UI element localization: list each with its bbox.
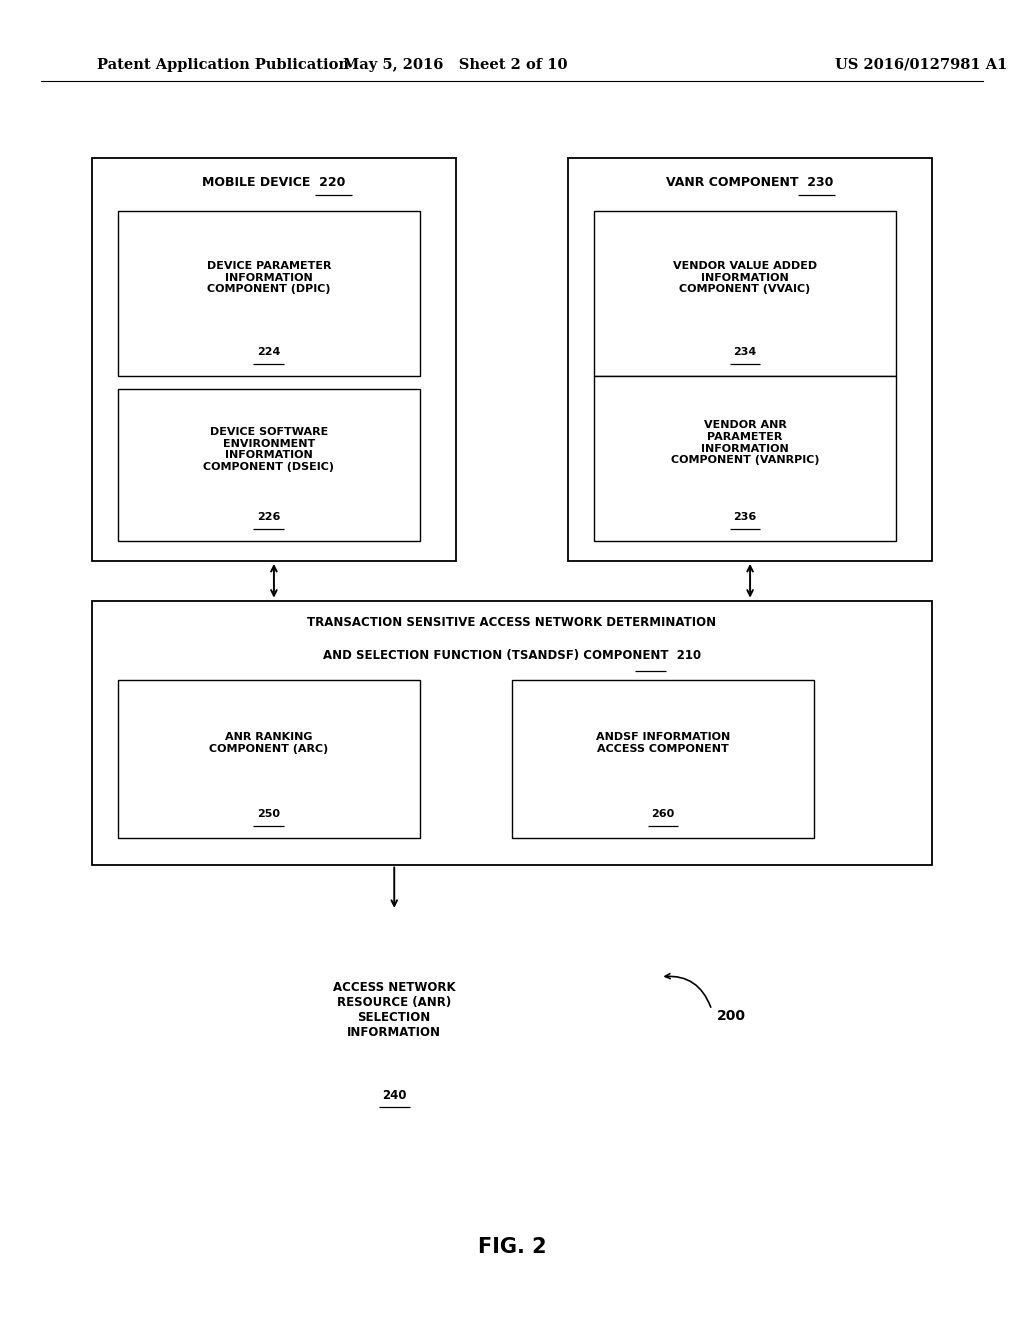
Text: VENDOR VALUE ADDED
INFORMATION
COMPONENT (VVAIC): VENDOR VALUE ADDED INFORMATION COMPONENT… bbox=[673, 261, 817, 294]
Bar bbox=[594, 376, 896, 541]
Bar bbox=[118, 211, 420, 376]
Bar bbox=[512, 680, 814, 838]
Text: VENDOR ANR
PARAMETER
INFORMATION
COMPONENT (VANRPIC): VENDOR ANR PARAMETER INFORMATION COMPONE… bbox=[671, 421, 819, 465]
Text: DEVICE SOFTWARE
ENVIRONMENT
INFORMATION
COMPONENT (DSEIC): DEVICE SOFTWARE ENVIRONMENT INFORMATION … bbox=[204, 428, 334, 471]
Text: 240: 240 bbox=[382, 1089, 407, 1102]
Bar bbox=[92, 158, 456, 561]
Bar bbox=[92, 601, 932, 865]
Text: Patent Application Publication: Patent Application Publication bbox=[97, 58, 349, 71]
Text: ACCESS NETWORK
RESOURCE (ANR)
SELECTION
INFORMATION: ACCESS NETWORK RESOURCE (ANR) SELECTION … bbox=[333, 981, 456, 1039]
Bar bbox=[594, 211, 896, 376]
Text: 260: 260 bbox=[651, 809, 675, 820]
Text: VANR COMPONENT  230: VANR COMPONENT 230 bbox=[667, 176, 834, 189]
Text: ANDSF INFORMATION
ACCESS COMPONENT: ANDSF INFORMATION ACCESS COMPONENT bbox=[596, 733, 730, 754]
Bar bbox=[568, 158, 932, 561]
Text: 224: 224 bbox=[257, 347, 281, 358]
Text: DEVICE PARAMETER
INFORMATION
COMPONENT (DPIC): DEVICE PARAMETER INFORMATION COMPONENT (… bbox=[207, 261, 331, 294]
Text: MOBILE DEVICE  220: MOBILE DEVICE 220 bbox=[202, 176, 346, 189]
Text: 236: 236 bbox=[733, 512, 757, 523]
Text: US 2016/0127981 A1: US 2016/0127981 A1 bbox=[836, 58, 1008, 71]
Text: FIG. 2: FIG. 2 bbox=[477, 1237, 547, 1258]
Text: AND SELECTION FUNCTION (TSANDSF) COMPONENT  210: AND SELECTION FUNCTION (TSANDSF) COMPONE… bbox=[323, 649, 701, 663]
Text: ANR RANKING
COMPONENT (ARC): ANR RANKING COMPONENT (ARC) bbox=[209, 733, 329, 754]
Text: TRANSACTION SENSITIVE ACCESS NETWORK DETERMINATION: TRANSACTION SENSITIVE ACCESS NETWORK DET… bbox=[307, 616, 717, 630]
Text: 226: 226 bbox=[257, 512, 281, 523]
Text: May 5, 2016   Sheet 2 of 10: May 5, 2016 Sheet 2 of 10 bbox=[343, 58, 568, 71]
Bar bbox=[118, 389, 420, 541]
Text: 250: 250 bbox=[257, 809, 281, 820]
Text: 234: 234 bbox=[733, 347, 757, 358]
Text: 200: 200 bbox=[717, 1010, 745, 1023]
Bar bbox=[118, 680, 420, 838]
